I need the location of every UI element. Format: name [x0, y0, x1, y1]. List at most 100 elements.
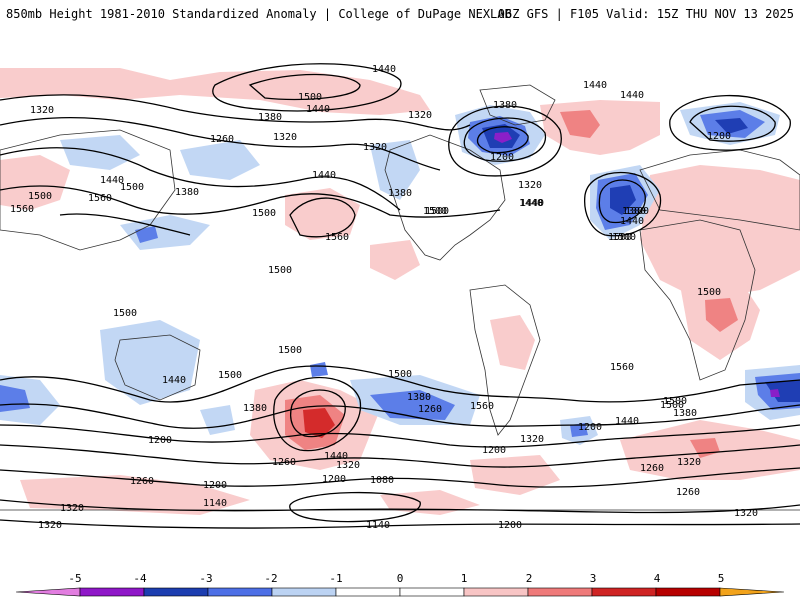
contour-label: 1320	[518, 180, 542, 191]
colorbar-swatch	[591, 587, 657, 597]
contour-label: 1260	[130, 476, 154, 487]
contour-label: 1200	[578, 422, 602, 433]
contour-label: 1440	[520, 198, 544, 209]
contour-siberia-low	[669, 94, 791, 151]
contour-label: 1500	[660, 400, 684, 411]
contour-label: 1500	[608, 232, 632, 243]
contour-s-2	[0, 403, 800, 429]
contour-antarctic-low	[289, 491, 421, 523]
coastline-south-america	[469, 284, 541, 436]
coastline-africa	[639, 219, 756, 381]
contour-s-4	[0, 444, 800, 468]
contour-label: 1560	[325, 232, 349, 243]
contour-s-7	[0, 519, 800, 529]
contour-siberia-low-2	[689, 105, 776, 142]
contour-label: 1500	[120, 182, 144, 193]
contour-label: 1380	[388, 188, 412, 199]
pos-anomaly-arctic	[0, 68, 430, 115]
colorbar-swatch	[463, 587, 529, 597]
contour-pac-ridge	[289, 197, 356, 238]
header-bar: 850mb Height 1981-2010 Standardized Anom…	[0, 0, 800, 34]
colorbar-tick: 2	[526, 572, 533, 585]
contour-label: 1380	[493, 100, 517, 111]
contour-se-pac-ridge-2	[290, 389, 346, 438]
colorbar-tick: 0	[397, 572, 404, 585]
contour-n-5	[59, 213, 191, 236]
contour-label: 1440	[162, 375, 186, 386]
contour-n-4	[0, 185, 501, 218]
contour-label: 1440	[306, 104, 330, 115]
contour-s-1	[0, 365, 800, 403]
contour-label: 1440	[372, 64, 396, 75]
contour-label: 1380	[673, 408, 697, 419]
colorbar-swatch	[15, 587, 81, 597]
contour-label: 1560	[10, 204, 34, 215]
contour-se-pac-ridge	[273, 376, 362, 452]
colorbar-swatch	[399, 587, 465, 597]
colorbar-tick: -1	[329, 572, 342, 585]
contour-label: 1260	[418, 404, 442, 415]
contour-label: 1440	[100, 175, 124, 186]
contour-label: 1500	[278, 345, 302, 356]
neg-anomaly-s-ocean-w-2	[0, 385, 30, 412]
contour-label: 1380	[175, 187, 199, 198]
contour-label: 1320	[520, 434, 544, 445]
neg-anomaly-iceland-low-3	[610, 185, 636, 215]
anomaly-shading	[0, 68, 800, 515]
contour-label: 1380	[622, 206, 646, 217]
neg-anomaly-s-ocean-w	[0, 375, 60, 425]
contour-label: 1320	[336, 460, 360, 471]
contour-label: 1380	[258, 112, 282, 123]
contour-s-3	[0, 424, 800, 448]
contour-label: 1320	[677, 457, 701, 468]
contour-label: 1500	[268, 265, 292, 276]
contour-label: 1140	[366, 520, 390, 531]
contour-label: 1320	[273, 132, 297, 143]
height-contours	[0, 63, 800, 529]
contour-label: 1380	[243, 403, 267, 414]
colorbar-tick: -2	[264, 572, 277, 585]
contour-label: 1080	[370, 475, 394, 486]
contour-label: 1440	[620, 90, 644, 101]
contour-label: 1500	[28, 191, 52, 202]
contour-s-6	[0, 499, 800, 514]
contour-label: 1320	[60, 503, 84, 514]
contour-s-5	[0, 467, 800, 488]
pos-anomaly-s-america	[490, 315, 535, 370]
pos-anomaly-africa-core	[705, 298, 738, 332]
colorbar-swatch	[719, 587, 785, 597]
contour-label: 1320	[363, 142, 387, 153]
colorbar-swatch	[79, 587, 145, 597]
colorbar-tick: 4	[654, 572, 661, 585]
contour-label: 1440	[519, 198, 543, 209]
contour-label: 1500	[113, 308, 137, 319]
anomaly-map: 1440 1500 1440 1380 1320 1320 1260 1320 …	[0, 40, 800, 558]
contour-label: 1260	[676, 487, 700, 498]
contour-n-1	[0, 94, 471, 131]
neg-anomaly-s-indian-e-core	[770, 389, 780, 397]
map-title: 850mb Height 1981-2010 Standardized Anom…	[6, 7, 512, 21]
colorbar-swatch	[271, 587, 337, 597]
contour-label: 1200	[482, 445, 506, 456]
contour-label: 1500	[252, 208, 276, 219]
colorbar-tick: 1	[461, 572, 468, 585]
model-run-info: 06Z GFS | F105 Valid: 15Z THU NOV 13 202…	[497, 7, 794, 21]
contour-iceland-low-2	[598, 179, 646, 224]
contour-arctic-ring	[212, 63, 402, 112]
contour-label: 1380	[407, 392, 431, 403]
contour-label: 1320	[30, 105, 54, 116]
pos-anomaly-europe	[640, 165, 800, 300]
contour-label: 1260	[640, 463, 664, 474]
neg-anomaly-s-indian-e-3	[765, 380, 800, 402]
contour-label: 1500	[663, 396, 687, 407]
contour-label: 1500	[697, 287, 721, 298]
colorbar-swatch	[655, 587, 721, 597]
colorbar-tick: 3	[590, 572, 597, 585]
contour-iceland-low-1	[584, 171, 662, 237]
colorbar-tick: -5	[68, 572, 81, 585]
pos-anomaly-e-pacific	[370, 240, 420, 280]
pos-anomaly-n-atlantic-core	[560, 110, 600, 138]
colorbar-swatch	[527, 587, 593, 597]
neg-anomaly-e-asia-2	[180, 140, 260, 180]
contour-greenland-low-3	[476, 126, 529, 154]
